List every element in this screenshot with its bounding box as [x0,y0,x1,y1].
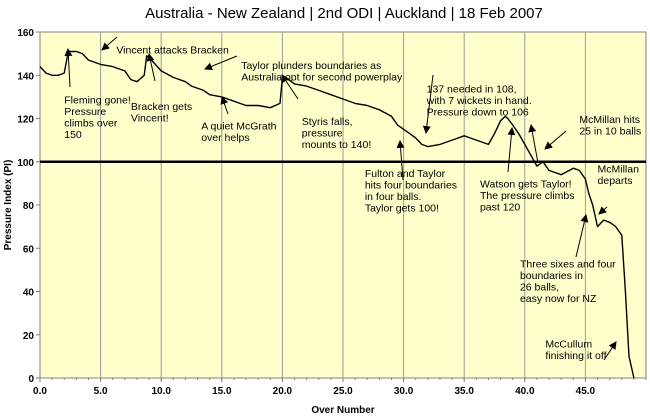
annotation-arrow [422,74,434,134]
annotation-line: climbs over [64,117,118,129]
annotation-line: Vincent! [131,112,169,124]
annotation-line: McMillan hits [579,114,640,126]
annotation-line: over helps [201,132,249,144]
annotation-line: Bracken gets [131,101,192,113]
annotation: Three sixes and four boundaries in 26 ball… [520,259,616,306]
y-tick-label: 60 [23,244,35,255]
grid-layer [100,32,586,378]
annotation-arrow [204,55,238,71]
y-tick-label: 120 [17,115,34,126]
annotation: McMillan hits 25 in 10 balls [579,114,641,138]
annotation-line: departs [598,175,633,187]
x-axis-label: Over Number [311,405,374,416]
annotation-line: easy now for NZ [520,293,597,305]
annotation-line: McCullum [545,339,592,351]
x-tick-label: 25.0 [333,386,353,397]
y-axis-label: Pressure Index (PI) [3,160,14,251]
annotation-line: A quiet McGrath [201,120,276,132]
annotation: A quiet McGrath over helps [201,120,276,144]
annotation-line: 150 [64,129,82,141]
annotation-line: finishing it off [545,350,606,362]
x-tick-label: 40.0 [515,386,535,397]
annotation-line: Vincent attacks Bracken [116,45,229,57]
annotation-arrow [528,124,539,164]
y-tick-label: 40 [23,288,35,299]
annotation-line: Taylor gets 100! [365,202,439,214]
annotation: Taylor plunders boundaries as Australia o… [241,60,403,84]
annotation-line: 137 needed in 108, [427,84,517,96]
annotation-line: The pressure climbs [480,190,575,202]
annotation-line: 25 in 10 balls [579,125,641,137]
annotation-arrow [544,130,567,150]
annotation-line: with 7 wickets in hand. [426,95,532,107]
y-tick-label: 160 [17,28,34,39]
annotation-line: Three sixes and four [520,259,616,271]
annotation: Watson gets Taylor! The pressure climbs pa… [480,179,575,214]
annotation-line: past 120 [480,202,520,214]
annotation-line: Fulton and Taylor [365,168,446,180]
annotation-arrow [101,36,118,51]
annotation: Vincent attacks Bracken [116,45,229,57]
annotation-line: 26 balls, [520,282,559,294]
annotation-line: mounts to 140! [302,139,371,151]
annotation-arrow [220,96,229,115]
annotation-arrow [281,74,299,100]
annotation-line: Pressure [64,106,106,118]
annotation-line: McMillan [598,164,640,176]
y-tick-label: 20 [23,331,35,342]
x-tick-label: 5.0 [94,386,108,397]
annotation-line: Pressure down to 106 [427,107,529,119]
x-tick-label: 35.0 [454,386,474,397]
annotation-line: hits four boundaries [365,179,457,191]
annotation-arrow [396,140,405,181]
annotation-line: Australia opt for second powerplay [241,71,403,83]
y-tick-label: 0 [28,374,34,385]
x-tick-label: 15.0 [212,386,232,397]
annotation-line: Fleming gone! [64,94,131,106]
annotation-arrow [507,127,516,173]
y-tick-label: 100 [17,158,34,169]
x-tick-label: 20.0 [273,386,293,397]
annotation: McCullum finishing it off [545,339,606,363]
annotation-line: Styris falls, [302,116,353,128]
annotation-line: in four balls. [365,191,422,203]
y-tick-label: 80 [23,201,35,212]
annotation: 137 needed in 108, with 7 wickets in hand… [426,84,532,119]
x-tick-label: 30.0 [394,386,414,397]
y-tick-label: 140 [17,71,34,82]
x-tick-label: 0.0 [33,386,47,397]
annotation-arrow [598,206,608,215]
annotation-line: Watson gets Taylor! [480,179,572,191]
annotation: McMillan departs [598,164,640,188]
x-tick-label: 45.0 [576,386,596,397]
annotation: Bracken gets Vincent! [131,101,192,125]
annotation: Styris falls, pressure mounts to 140! [302,116,371,151]
annotation-line: boundaries in [520,270,583,282]
annotation-arrow [603,341,617,361]
annotation-line: pressure [302,127,343,139]
x-tick-label: 10.0 [151,386,171,397]
series-line [39,50,635,379]
annotation: Fleming gone! Pressure climbs over 150 [64,94,131,141]
annotation: Fulton and Taylor hits four boundaries in … [365,168,457,215]
annotation-arrow [575,214,589,258]
annotation-arrow [146,53,156,82]
annotation-arrow [64,48,73,88]
tick-layer: 0.0 5.0 10.0 15.0 20.0 25.0 30.0 35.0 40.0 45.0 0 2… [17,28,647,397]
annotation-line: Taylor plunders boundaries as [241,60,381,72]
chart-title: Australia - New Zealand | 2nd ODI | Auck… [145,5,543,22]
